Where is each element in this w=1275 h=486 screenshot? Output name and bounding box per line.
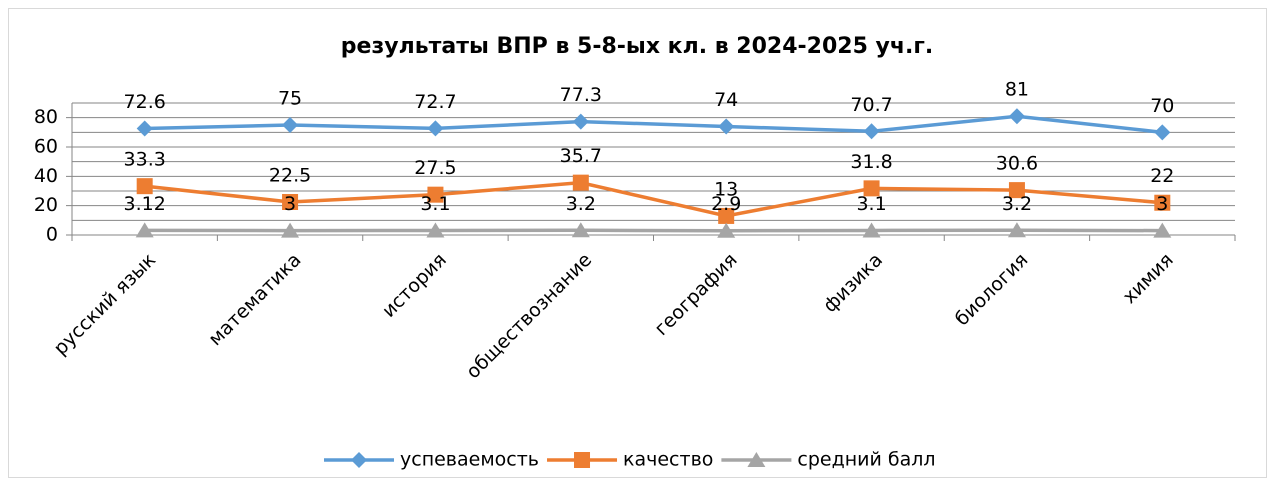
- y-tick-label: 20: [34, 194, 58, 216]
- data-label: 72.7: [414, 91, 456, 113]
- series-line: [144, 114, 1163, 135]
- chart-title: результаты ВПР в 5-8-ых кл. в 2024-2025 …: [341, 34, 933, 59]
- data-label: 2.9: [711, 193, 741, 215]
- data-label: 3.2: [566, 193, 596, 215]
- data-label: 3.1: [420, 193, 450, 215]
- point: [136, 120, 153, 137]
- point: [282, 117, 299, 133]
- data-label: 74: [714, 89, 738, 111]
- data-label: 30.6: [996, 153, 1038, 175]
- data-label: 22: [1150, 165, 1174, 187]
- point: [717, 222, 736, 238]
- data-label: 3.12: [124, 193, 166, 215]
- point: [282, 194, 299, 210]
- point: [1154, 124, 1171, 141]
- series-line: [144, 180, 1163, 218]
- point: [427, 120, 444, 137]
- chart-border: [8, 8, 1267, 478]
- data-label: 75: [278, 88, 302, 110]
- point: [1008, 182, 1025, 199]
- data-label: 33.3: [124, 149, 166, 171]
- data-label: 31.8: [850, 151, 892, 173]
- point: [136, 178, 153, 195]
- y-tick-label: 40: [34, 165, 58, 187]
- y-tick-label: 80: [34, 106, 58, 128]
- point: [718, 207, 735, 224]
- point: [135, 222, 154, 238]
- point: [572, 113, 589, 130]
- data-label: 70: [1150, 95, 1174, 117]
- point: [863, 123, 880, 140]
- point: [571, 222, 590, 238]
- point: [863, 180, 880, 197]
- y-tick-label: 60: [34, 136, 58, 158]
- data-label: 72.6: [124, 91, 166, 113]
- point: [572, 174, 589, 191]
- legend-label: успеваемость: [400, 449, 539, 471]
- data-label: 27.5: [414, 157, 456, 179]
- point: [1007, 222, 1026, 238]
- point: [1154, 194, 1171, 211]
- point: [351, 452, 367, 468]
- data-label: 3.1: [856, 193, 886, 215]
- point: [427, 186, 444, 203]
- data-label: 35.7: [560, 145, 602, 167]
- data-label: 70.7: [850, 94, 892, 116]
- data-label: 3: [1156, 193, 1168, 215]
- data-label: 3: [284, 193, 296, 215]
- data-label: 3.2: [1002, 193, 1032, 215]
- point: [1008, 108, 1025, 125]
- y-tick-label: 0: [46, 224, 58, 246]
- data-label: 22.5: [269, 165, 311, 187]
- point: [574, 452, 591, 468]
- legend-label: качество: [623, 449, 713, 471]
- legend-label: средний балл: [797, 449, 935, 471]
- point: [281, 222, 300, 238]
- data-label: 81: [1005, 79, 1029, 101]
- data-label: 13: [714, 178, 738, 200]
- point: [747, 452, 766, 467]
- point: [718, 118, 735, 135]
- data-label: 77.3: [560, 84, 602, 106]
- point: [1153, 222, 1172, 238]
- point: [426, 222, 445, 238]
- point: [862, 222, 881, 238]
